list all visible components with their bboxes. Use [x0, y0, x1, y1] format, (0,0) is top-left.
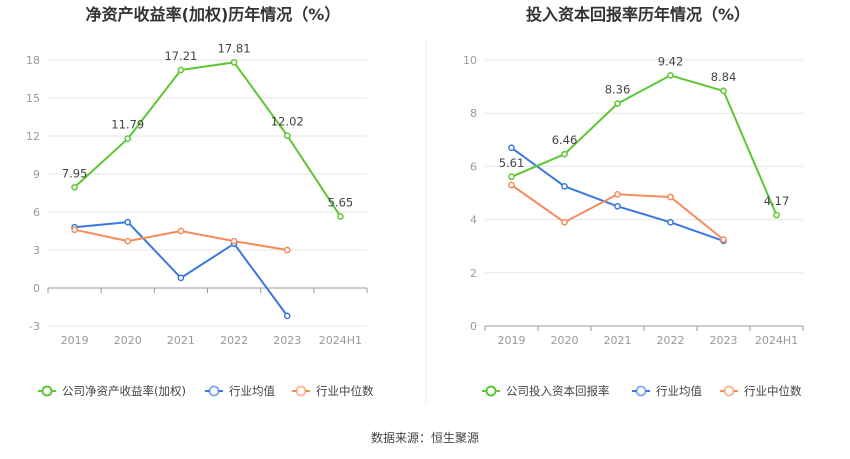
roe-ytick-label-1: 0 — [33, 282, 40, 295]
roe-series-2-point-2 — [177, 227, 185, 235]
roe-ytick-label-6: 15 — [26, 92, 40, 105]
roic-series-0-data-label-5: 4.17 — [764, 194, 790, 208]
roic-series-0-point-1 — [561, 150, 568, 158]
roic-series-1-point-1 — [561, 183, 568, 190]
roic-series-0-line — [511, 74, 778, 216]
roe-legend-0-marker — [41, 385, 53, 397]
roic-xtick-label-4: 2023 — [710, 334, 738, 347]
roe-xtick-label-5: 2024H1 — [319, 334, 362, 347]
roic-series-1-point-3 — [667, 218, 674, 226]
roic-series-0-data-label-4: 8.84 — [711, 70, 737, 84]
roe-series-1-point-4 — [283, 312, 291, 320]
roic-series-0-point-5 — [773, 211, 780, 219]
roic-ytick-label-3: 6 — [470, 160, 477, 173]
roic-series-2-point-2 — [614, 190, 621, 198]
roic-xtick-label-2: 2021 — [604, 334, 632, 347]
roic-legend-2-marker — [723, 385, 735, 397]
roe-series-0-point-3 — [230, 59, 238, 66]
roe-ytick-label-0: -3 — [29, 320, 40, 333]
roe-legend-0-label: 公司净资产收益率(加权) — [62, 384, 186, 398]
roe-series-0-data-label-1: 11.79 — [111, 118, 144, 132]
roe-series-0-point-1 — [124, 135, 132, 143]
roe-series-1-point-2 — [177, 274, 185, 282]
roic-series-2-point-3 — [667, 193, 674, 201]
roic-series-1-point-2 — [614, 202, 621, 210]
roe-series-2-point-4 — [283, 246, 291, 254]
roic-ytick-label-1: 2 — [470, 267, 477, 280]
roe-series-0-point-2 — [177, 66, 185, 74]
roe-series-0-line — [73, 61, 342, 217]
roic-series-0-point-0 — [508, 173, 515, 181]
roe-ytick-label-3: 6 — [33, 206, 40, 219]
roe-series-0-data-label-0: 7.95 — [62, 166, 88, 180]
roe-xtick-label-2: 2021 — [167, 334, 195, 347]
roe-series-0-point-5 — [337, 213, 344, 220]
roe-ytick-label-4: 9 — [33, 168, 40, 181]
roic-legend-0-label: 公司投入资本回报率 — [506, 384, 610, 398]
roic-series-0-data-label-0: 5.61 — [499, 156, 525, 170]
roe-ytick-label-7: 18 — [26, 54, 40, 67]
roe-series-0-data-label-2: 17.21 — [164, 49, 197, 63]
roic-xtick-label-5: 2024H1 — [755, 334, 798, 347]
roic-ytick-label-0: 0 — [470, 320, 477, 333]
roe-ytick-label-2: 3 — [33, 244, 40, 257]
roic-series-1-point-0 — [508, 144, 515, 152]
roe-xtick-label-4: 2023 — [273, 334, 301, 347]
roe-legend-1-label: 行业均值 — [229, 384, 275, 398]
roe-series-0-data-label-5: 5.65 — [328, 195, 354, 209]
roe-series-2-point-0 — [71, 226, 78, 234]
roe-series-0-point-0 — [71, 183, 78, 191]
roic-series-2-point-1 — [561, 218, 568, 226]
roe-xtick-label-3: 2022 — [220, 334, 248, 347]
roic-series-0-data-label-1: 6.46 — [552, 133, 578, 147]
roic-series-2-point-0 — [508, 181, 515, 189]
roe-legend-1-marker — [208, 385, 220, 397]
roic-series-0-point-3 — [667, 72, 674, 79]
roe-series-1-point-1 — [124, 218, 132, 226]
data-source-label: 数据来源：恒生聚源 — [371, 430, 479, 445]
roe-xtick-label-1: 2020 — [114, 334, 142, 347]
roic-legend-2-label: 行业中位数 — [744, 384, 802, 398]
roic-ytick-label-4: 8 — [470, 107, 477, 120]
roe-series-2-point-1 — [124, 237, 132, 245]
roe-ytick-label-5: 12 — [26, 130, 40, 143]
roic-series-2-point-4 — [720, 236, 727, 243]
roic-legend-1-marker — [635, 385, 647, 397]
roic-ytick-label-2: 4 — [470, 214, 477, 227]
roic-xtick-label-0: 2019 — [498, 334, 526, 347]
roic-series-0-data-label-3: 9.42 — [658, 54, 684, 68]
roic-xtick-label-1: 2020 — [551, 334, 579, 347]
roic-chart-title: 投入资本回报率历年情况（%） — [526, 5, 750, 24]
roic-xtick-label-3: 2022 — [657, 334, 685, 347]
roic-ytick-label-5: 10 — [463, 54, 477, 67]
roe-series-0-data-label-4: 12.02 — [271, 115, 304, 129]
roe-legend-2-marker — [295, 385, 307, 397]
roe-series-0-data-label-3: 17.81 — [218, 41, 251, 55]
roic-chart: 投入资本回报率历年情况（%） 0 2 4 6 8 10 2019 2020 2021 2022 20… — [463, 5, 804, 398]
roe-xtick-label-0: 2019 — [61, 334, 89, 347]
roe-series-0-point-4 — [283, 132, 291, 140]
roic-series-0-data-label-2: 8.36 — [605, 83, 631, 97]
roe-legend-2-label: 行业中位数 — [316, 384, 374, 398]
roic-legend-1-label: 行业均值 — [656, 384, 702, 398]
roic-series-0-point-4 — [720, 87, 727, 95]
roe-chart: 净资产收益率(加权)历年情况（%） -3 0 3 6 9 12 15 18 2019 2020 20… — [26, 5, 374, 398]
roe-chart-title: 净资产收益率(加权)历年情况（%） — [86, 5, 341, 24]
roic-series-0-point-2 — [614, 100, 621, 107]
roe-series-2-point-3 — [230, 237, 238, 245]
roic-legend-0-marker — [485, 385, 497, 397]
